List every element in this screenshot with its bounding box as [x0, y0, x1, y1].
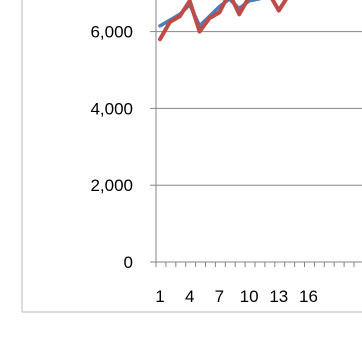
y-tick-label: 4,000: [90, 99, 133, 118]
x-tick-label: 7: [215, 287, 224, 306]
x-tick-label: 16: [299, 287, 318, 306]
series-lines: [158, 0, 288, 42]
x-tick-label: 10: [240, 287, 259, 306]
tick-labels: 0 2,000 4,000 6,000 1 4 7 10 13 16: [90, 23, 318, 306]
x-tick-label: 1: [155, 287, 164, 306]
y-tick-label: 2,000: [90, 176, 133, 195]
y-tick-label: 0: [124, 253, 133, 272]
axes: [150, 0, 362, 267]
x-tick-label: 13: [269, 287, 288, 306]
series-line-2: [158, 0, 288, 42]
gridlines: [156, 31, 362, 186]
x-tick-label: 4: [185, 287, 194, 306]
y-tick-label: 6,000: [90, 23, 133, 42]
